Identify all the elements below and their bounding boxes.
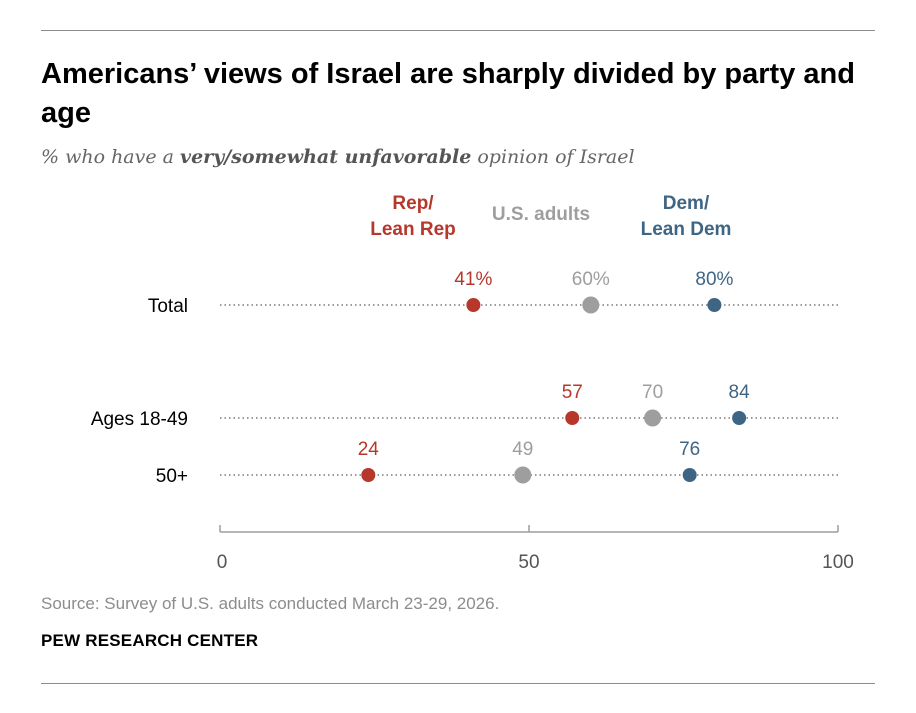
legend-label: Lean Dem [641, 219, 732, 240]
legend-label: Lean Rep [370, 219, 456, 240]
data-label: 41% [454, 269, 492, 290]
data-label: 49 [512, 439, 533, 460]
row-label: 50+ [156, 466, 188, 487]
data-label: 76 [679, 439, 700, 460]
legend-label: U.S. adults [492, 204, 590, 225]
source-note: Source: Survey of U.S. adults conducted … [41, 594, 500, 613]
x-tick-label: 100 [822, 552, 854, 573]
data-point [732, 411, 747, 425]
row-label: Total [148, 296, 188, 317]
legend-label: Rep/ [392, 193, 434, 214]
x-tick-label: 0 [217, 552, 228, 573]
data-point [582, 296, 600, 314]
data-point [514, 466, 532, 484]
data-label: 60% [572, 269, 610, 290]
data-point [466, 298, 481, 312]
data-label: 57 [562, 382, 583, 403]
chart-subtitle: % who have a very/somewhat unfavorable o… [41, 146, 635, 168]
subtitle-suffix: opinion of Israel [471, 146, 635, 168]
data-label: 70 [642, 382, 663, 403]
data-point [644, 409, 662, 427]
data-point [682, 468, 697, 482]
chart-title: Americans’ views of Israel are sharply d… [41, 58, 855, 129]
data-point [565, 411, 580, 425]
top-rule [41, 30, 875, 31]
data-label: 84 [729, 382, 751, 403]
x-tick-label: 50 [518, 552, 539, 573]
legend-label: Dem/ [663, 193, 710, 214]
subtitle-prefix: % who have a [41, 146, 181, 168]
data-label: 24 [358, 439, 380, 460]
organization-name: PEW RESEARCH CENTER [41, 631, 259, 650]
subtitle-emphasis: very/somewhat unfavorable [180, 146, 472, 168]
data-point [361, 468, 376, 482]
data-point [707, 298, 722, 312]
row-label: Ages 18-49 [91, 409, 188, 430]
data-label: 80% [695, 269, 733, 290]
bottom-rule [41, 683, 875, 684]
